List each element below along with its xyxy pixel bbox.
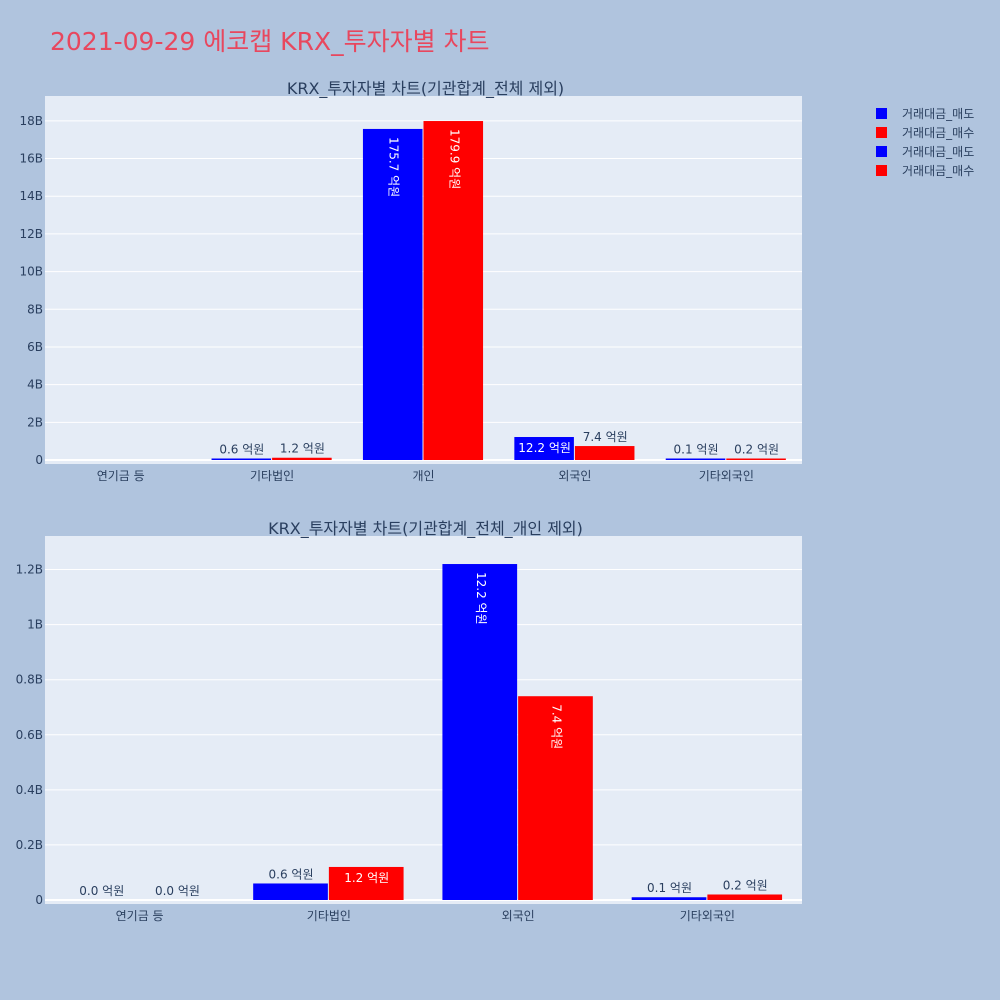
bar-buy: [328, 866, 404, 900]
bar-sell: [253, 883, 328, 900]
chart-panel-2: 0 0.2B 0.4B 0.6B 0.8B 1B 1.2B KRX_투자자별 차트(기관합계_…: [16, 519, 802, 923]
data-label: 0.0 억원: [155, 884, 200, 898]
x-tick-label: 외국인: [502, 909, 535, 923]
y-tick-label: 14B: [19, 189, 43, 203]
y-tick-label: 0.2B: [16, 838, 43, 852]
y-tick-label: 10B: [19, 265, 43, 279]
bar-buy: [726, 458, 786, 460]
x-tick-label: 기타외국인: [680, 909, 735, 923]
x-tick-label: 개인: [412, 469, 434, 483]
data-label: 0.1 억원: [674, 443, 719, 457]
legend-swatch: [876, 108, 887, 119]
y-tick-label: 6B: [27, 340, 43, 354]
x-tick-label: 기타법인: [250, 469, 294, 483]
bar-sell: [514, 437, 574, 460]
data-label: 12.2 억원: [518, 441, 571, 455]
chart-title: KRX_투자자별 차트(기관합계_전체 제외): [287, 79, 564, 99]
legend-label: 거래대금_매수: [902, 164, 974, 178]
bar-buy: [518, 696, 593, 900]
y-tick-label: 0.8B: [16, 673, 43, 687]
legend-label: 거래대금_매도: [902, 145, 974, 159]
bar-buy: [707, 894, 783, 900]
y-tick-label: 0: [35, 893, 43, 907]
bar-buy: [272, 457, 332, 460]
bar-buy: [574, 446, 635, 460]
plot-area: [45, 536, 802, 904]
page-title: 2021-09-29 에코캡 KRX_투자자별 차트: [50, 27, 490, 56]
bar-sell: [211, 458, 272, 460]
y-tick-label: 18B: [19, 114, 43, 128]
legend-label: 거래대금_매도: [902, 107, 974, 121]
y-tick-label: 12B: [19, 227, 43, 241]
data-label: 0.0 억원: [79, 884, 124, 898]
y-tick-label: 2B: [27, 415, 43, 429]
chart-title: KRX_투자자별 차트(기관합계_전체_개인 제외): [268, 519, 583, 539]
y-tick-label: 16B: [19, 152, 43, 166]
legend-swatch: [876, 165, 887, 176]
data-label: 0.1 억원: [647, 881, 692, 895]
data-label: 0.6 억원: [269, 867, 314, 881]
data-label: 12.2 억원: [474, 572, 488, 625]
chart-panel-1: 0 2B 4B 6B 8B 10B 12B 14B 16B 18B KRX_투자자별 차트(기관합계…: [19, 79, 802, 483]
data-label: 179.9 억원: [447, 129, 461, 189]
y-tick-label: 1B: [27, 618, 43, 632]
x-tick-label: 기타법인: [307, 909, 351, 923]
y-tick-label: 1.2B: [16, 563, 43, 577]
bar-sell: [631, 897, 707, 900]
y-tick-label: 4B: [27, 378, 43, 392]
x-tick-label: 연기금 등: [97, 469, 145, 483]
data-label: 0.6 억원: [219, 443, 264, 457]
x-tick-label: 기타외국인: [699, 469, 754, 483]
y-tick-label: 0.6B: [16, 728, 43, 742]
x-tick-label: 연기금 등: [116, 909, 164, 923]
bar-sell: [442, 564, 518, 900]
bar-sell: [665, 458, 726, 460]
data-label: 0.2 억원: [723, 878, 768, 892]
legend-swatch: [876, 127, 887, 138]
y-tick-label: 0.4B: [16, 783, 43, 797]
x-tick-label: 외국인: [558, 469, 591, 483]
bar-buy: [423, 121, 484, 461]
data-label: 1.2 억원: [344, 871, 389, 885]
data-label: 7.4 억원: [549, 704, 563, 749]
legend-label: 거래대금_매수: [902, 126, 974, 140]
data-label: 175.7 억원: [387, 137, 401, 197]
data-label: 0.2 억원: [734, 443, 779, 457]
legend-swatch: [876, 146, 887, 157]
y-tick-label: 8B: [27, 302, 43, 316]
bar-sell: [362, 128, 423, 460]
data-label: 1.2 억원: [280, 442, 325, 456]
data-label: 7.4 억원: [583, 430, 628, 444]
y-tick-label: 0: [35, 453, 43, 467]
